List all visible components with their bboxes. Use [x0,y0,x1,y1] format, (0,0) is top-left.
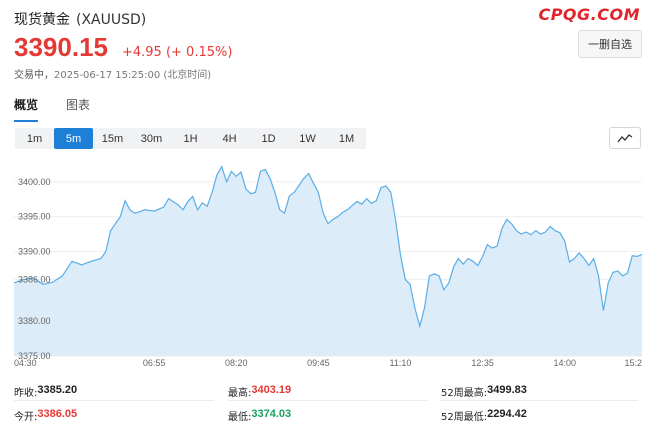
divider [228,400,428,401]
stat-label: 52周最高: [441,388,488,399]
stat-label: 最低: [228,412,252,423]
stat-low: 最低: 3374.03 [228,408,291,423]
line-chart-icon [617,134,633,143]
divider [441,400,638,401]
timeframe-1m[interactable]: 1m [26,132,43,145]
brand-logo: CPQG.COM [538,5,640,24]
stat-value: 2294.42 [487,408,527,420]
price-chart[interactable]: 3400.00 3395.00 3390.00 3386.00 3380.00 3375.… [0,156,650,371]
stat-high: 最高: 3403.19 [228,384,291,399]
chart-type-button[interactable] [609,127,641,149]
y-tick-label: 3380.00 [18,316,51,326]
timeframe-15m[interactable]: 15m [101,132,124,145]
price-area [14,166,642,356]
stat-value: 3403.19 [251,384,292,396]
stat-label: 52周最低: [441,412,488,423]
stat-52w-low: 52周最低: 2294.42 [441,408,527,423]
stat-value: 3385.20 [37,384,78,396]
stat-value: 3499.83 [487,384,527,396]
x-tick-label: 08:20 [225,358,248,368]
stat-open: 今开: 3386.05 [14,408,77,423]
y-tick-label: 3390.00 [18,247,51,257]
timeframe-selector: 1m 5m 15m 30m 1H 4H 1D 1W 1M [15,128,366,149]
instrument-title: 现货黄金 (XAUUSD) [14,9,146,29]
stat-value: 3386.05 [37,408,78,420]
divider [14,400,214,401]
timeframe-1mo[interactable]: 1M [338,132,355,145]
quote-timestamp: 2025-06-17 15:25:00 (北京时间) [54,70,212,81]
x-tick-label: 11:10 [390,358,412,368]
view-tabs: 概览 图表 [14,96,118,122]
tab-overview[interactable]: 概览 [14,96,39,122]
instrument-name: 现货黄金 [14,12,70,28]
timeframe-1h[interactable]: 1H [183,132,198,145]
price-line [13,165,643,329]
stat-prev-close: 昨收: 3385.20 [14,384,77,399]
timeframe-5m[interactable]: 5m [54,128,93,149]
y-tick-label: 3386.00 [18,274,51,284]
timeframe-1d[interactable]: 1D [261,132,276,145]
y-tick-label: 3400.00 [18,177,51,187]
current-price: 3390.15 [14,32,108,62]
stat-label: 今开: [14,412,38,423]
x-tick-label: 04:30 [14,358,37,368]
x-tick-label: 06:55 [143,358,166,368]
timeframe-4h[interactable]: 4H [222,132,237,145]
x-tick-label: 15:2 [624,358,642,368]
timeframe-30m[interactable]: 30m [140,132,163,145]
status-text: 交易中， [14,70,54,81]
price-change: +4.95 (+ 0.15%) [121,45,233,60]
stat-value: 3374.03 [251,408,292,420]
x-tick-label: 12:35 [471,358,494,368]
tab-chart[interactable]: 图表 [66,98,91,112]
x-tick-label: 09:45 [307,358,330,368]
stat-52w-high: 52周最高: 3499.83 [441,384,527,399]
y-tick-label: 3395.00 [18,212,51,222]
x-tick-label: 14:00 [553,358,576,368]
stat-label: 最高: [228,388,252,399]
trading-status: 交易中，2025-06-17 15:25:00 (北京时间) [14,66,211,81]
remove-watchlist-button[interactable]: 一删自选 [578,30,642,58]
price-row: 3390.15 +4.95 (+ 0.15%) [14,32,232,63]
timeframe-1w[interactable]: 1W [299,132,316,145]
instrument-symbol: (XAUUSD) [76,12,147,28]
y-tick-label: 3375.00 [18,351,51,361]
stat-label: 昨收: [14,388,38,399]
